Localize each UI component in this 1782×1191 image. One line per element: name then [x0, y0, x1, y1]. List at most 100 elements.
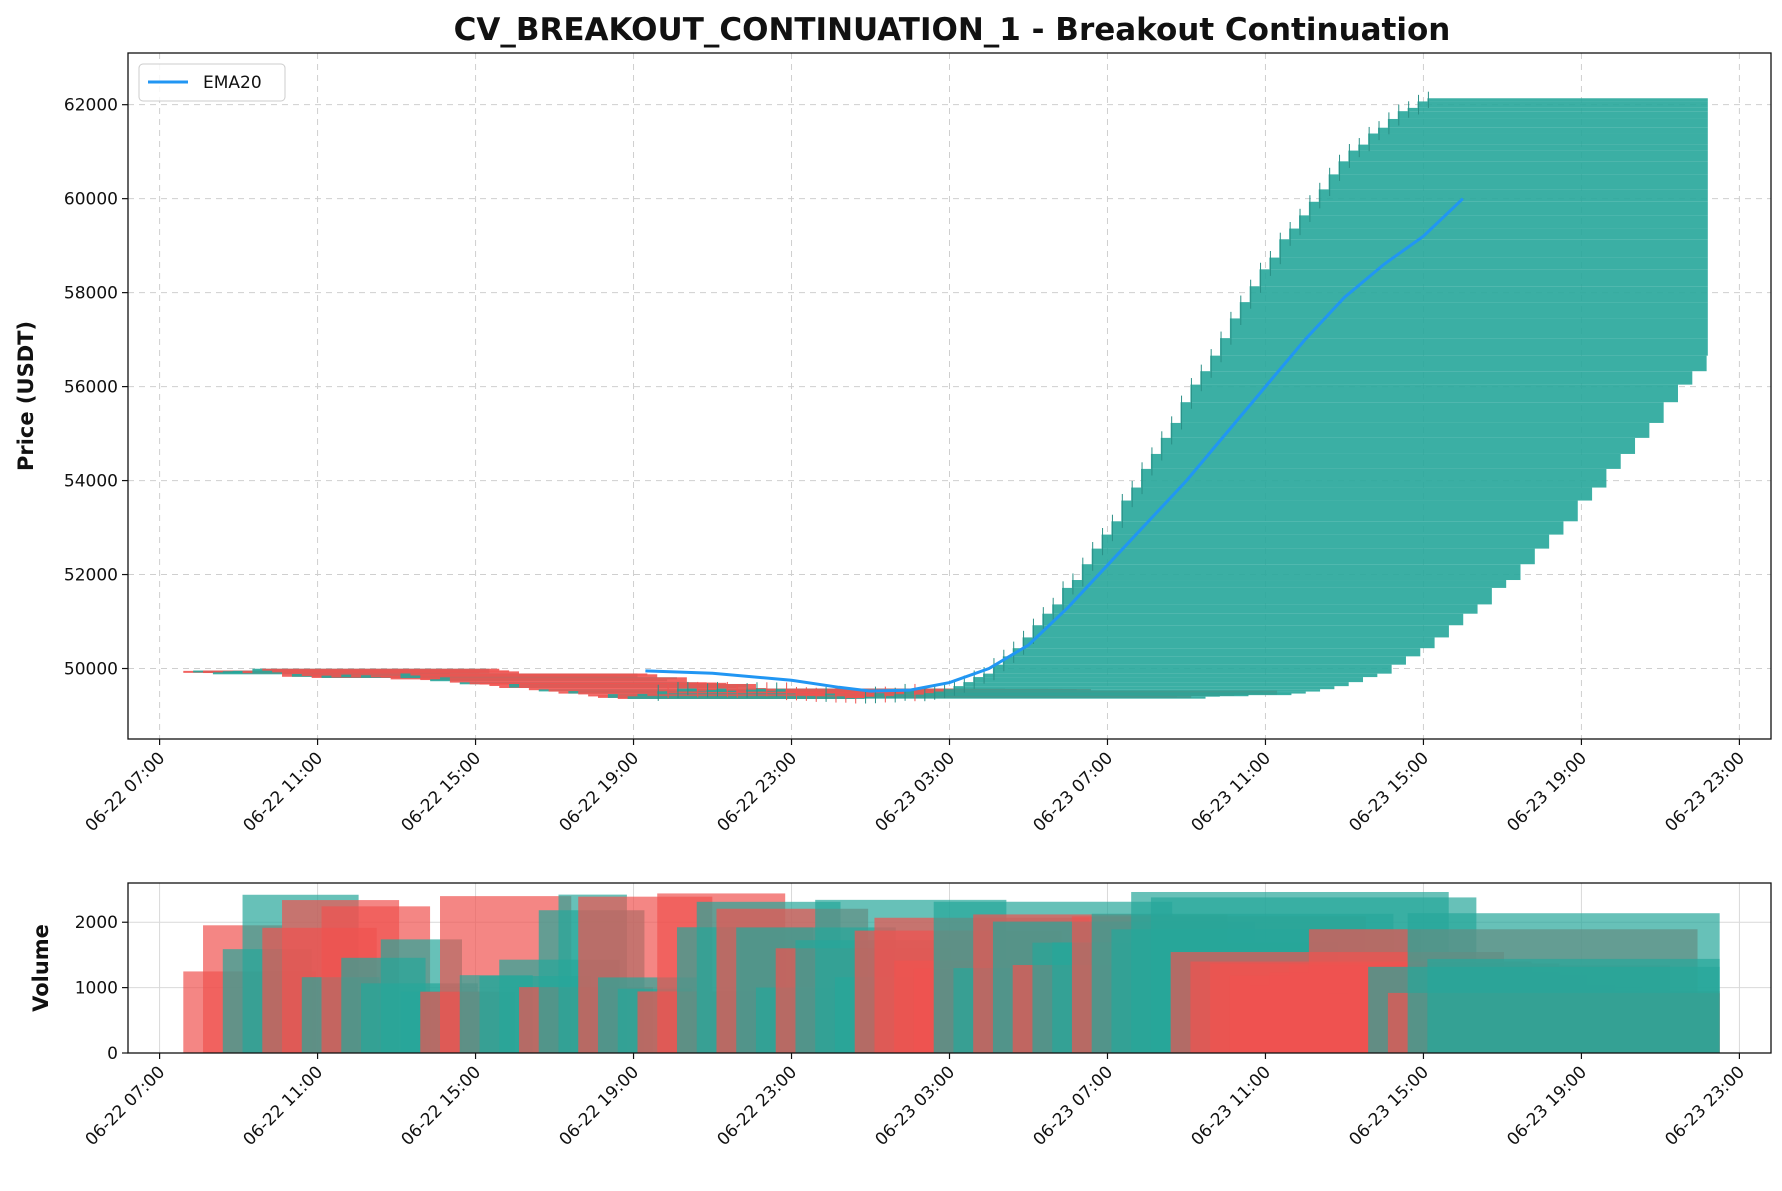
candle-up: [1062, 587, 1492, 605]
candle-up: [983, 673, 1378, 678]
candle-up: [864, 696, 1206, 699]
legend: EMA20: [138, 63, 286, 102]
candle-up: [1012, 648, 1421, 657]
legend-ema20-label: EMA20: [203, 73, 262, 93]
volume-x-tick-label: 06-23 11:00: [1187, 1062, 1275, 1150]
price-x-tick-label: 06-23 11:00: [1187, 748, 1275, 836]
price-x-tick-label: 06-23 19:00: [1503, 748, 1591, 836]
price-x-tick-label: 06-23 07:00: [1029, 748, 1117, 836]
candle-up: [1022, 637, 1435, 649]
candle-up: [1417, 101, 1708, 108]
candle-up: [1200, 371, 1693, 385]
volume-x-tick-label: 06-23 07:00: [1029, 1062, 1117, 1150]
price-y-tick-label: 52000: [64, 566, 118, 586]
price-candles: [183, 91, 1708, 704]
volume-x-tick-label: 06-23 15:00: [1345, 1062, 1433, 1150]
volume-bars: [183, 891, 1720, 1053]
volume-x-tick-label: 06-22 23:00: [714, 1062, 802, 1150]
price-y-label: Price (USDT): [14, 321, 38, 471]
candle-up: [1318, 189, 1708, 202]
candle-down: [272, 670, 510, 673]
candle-up: [1229, 318, 1708, 339]
candle-up: [1180, 402, 1664, 423]
volume-y-tick-label: 0: [107, 1044, 118, 1064]
price-y-tick-label: 60000: [64, 190, 118, 210]
price-y-tick-label: 62000: [64, 96, 118, 116]
candle-down: [528, 688, 766, 691]
candle-down: [548, 689, 786, 692]
price-x-tick-label: 06-22 15:00: [398, 748, 486, 836]
volume-bar: [1427, 958, 1720, 1053]
candle-up: [1407, 107, 1708, 112]
candle-up: [1239, 302, 1708, 319]
volume-y-ticks: 0 1000 2000: [75, 913, 128, 1064]
candle-up: [1002, 656, 1406, 665]
candle-up: [1259, 269, 1708, 287]
candle-up: [1042, 613, 1464, 626]
price-x-tick-label: 06-22 23:00: [714, 748, 802, 836]
candle-up: [1299, 215, 1708, 229]
volume-y-label: Volume: [29, 924, 53, 1012]
candle-down: [519, 683, 756, 689]
candle-up: [1289, 228, 1708, 240]
volume-y-tick-label: 2000: [75, 913, 118, 933]
candle-up: [1368, 133, 1708, 145]
candle-up: [894, 694, 1249, 697]
candle-up: [1249, 286, 1708, 303]
candle-up: [953, 686, 1335, 690]
candle-up: [1121, 500, 1578, 522]
price-y-tick-label: 58000: [64, 284, 118, 304]
candle-up: [943, 689, 1321, 692]
candle-up: [1397, 111, 1708, 119]
candle-up: [1190, 384, 1678, 403]
candle-up: [992, 664, 1392, 674]
candle-up: [1150, 453, 1621, 469]
volume-x-ticks: 06-22 07:00 06-22 11:00 06-22 15:00 06-22 1…: [82, 1053, 1749, 1150]
candle-up: [1220, 338, 1708, 356]
chart-title: CV_BREAKOUT_CONTINUATION_1 - Breakout Co…: [454, 12, 1451, 48]
candle-down: [262, 668, 500, 671]
candle-up: [1141, 468, 1607, 488]
candle-up: [1032, 625, 1449, 638]
candle-up: [1131, 487, 1593, 501]
candle-up: [627, 696, 865, 699]
price-y-tick-label: 56000: [64, 378, 118, 398]
price-x-ticks: 06-22 07:00 06-22 11:00 06-22 15:00 06-22 1…: [82, 739, 1749, 836]
candle-up: [1308, 201, 1708, 216]
candle-down: [449, 677, 687, 683]
candle-up: [1160, 437, 1636, 454]
price-x-tick-label: 06-23 15:00: [1345, 748, 1433, 836]
candle-up: [923, 693, 1292, 696]
volume-x-tick-label: 06-23 23:00: [1661, 1062, 1749, 1150]
price-x-tick-label: 06-22 11:00: [240, 748, 328, 836]
candle-up: [963, 682, 1349, 687]
candle-up: [1328, 174, 1708, 190]
candle-down: [647, 693, 891, 696]
price-x-tick-label: 06-23 23:00: [1661, 748, 1749, 836]
candle-up: [1210, 355, 1707, 372]
candle-up: [1387, 118, 1708, 128]
price-y-tick-label: 50000: [64, 660, 118, 680]
volume-x-tick-label: 06-22 15:00: [398, 1062, 486, 1150]
volume-x-tick-label: 06-22 11:00: [240, 1062, 328, 1150]
price-x-tick-label: 06-22 19:00: [556, 748, 644, 836]
legend-box: [138, 63, 286, 102]
candle-up: [1111, 521, 1564, 535]
candle-up: [1348, 150, 1708, 162]
ema20-line: [645, 197, 1464, 693]
candle-up: [1358, 144, 1708, 151]
volume-x-tick-label: 06-22 07:00: [82, 1062, 170, 1150]
volume-x-tick-label: 06-23 03:00: [871, 1062, 959, 1150]
candle-up: [973, 677, 1364, 683]
volume-y-tick-label: 1000: [75, 979, 118, 999]
price-y-ticks: 50000 52000 54000 56000 58000 60000 62000: [64, 96, 128, 680]
candle-up: [1269, 257, 1708, 270]
volume-x-tick-label: 06-23 19:00: [1503, 1062, 1591, 1150]
candle-up: [1279, 239, 1708, 258]
candle-up: [1101, 534, 1550, 549]
candle-up: [933, 691, 1306, 694]
candle-up: [1378, 127, 1708, 134]
volume-x-tick-label: 06-22 19:00: [556, 1062, 644, 1150]
